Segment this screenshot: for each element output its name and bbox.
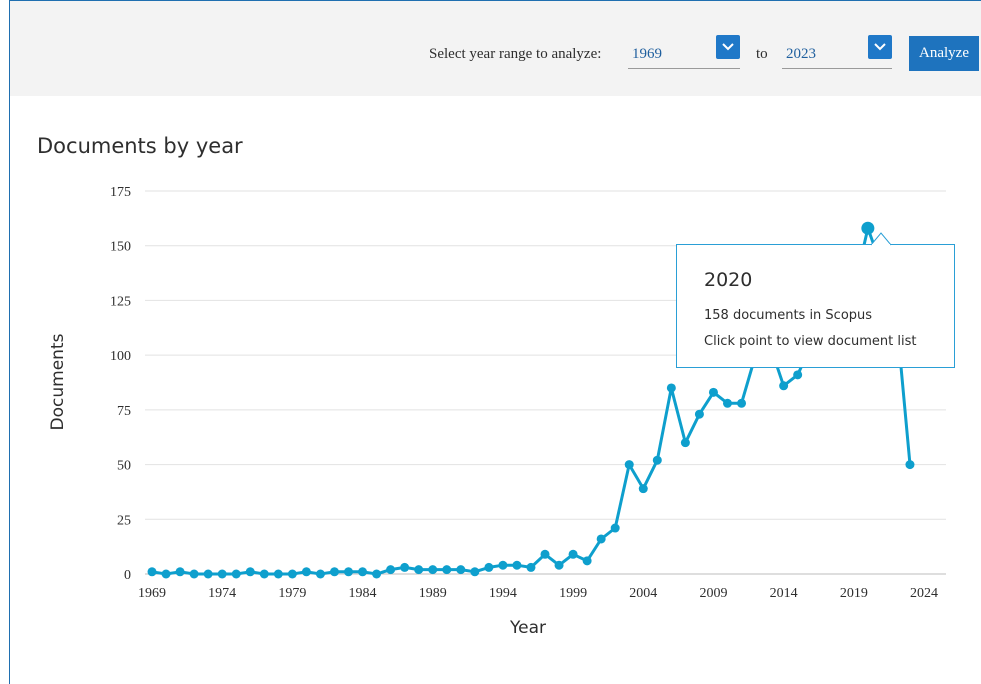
chart-tooltip: 2020 158 documents in Scopus Click point… [676,244,955,368]
data-point [540,549,550,559]
data-point [512,560,522,570]
x-tick-label: 2014 [770,586,798,601]
x-tick-label: 1969 [138,586,166,601]
data-point [779,381,789,391]
data-point [905,460,915,470]
y-tick-label: 25 [117,513,131,528]
data-point [638,484,648,494]
data-point [680,438,690,448]
y-tick-label: 125 [110,294,131,309]
from-year-select[interactable]: 1969 [628,35,740,69]
data-point [259,569,269,579]
year-range-label: Select year range to analyze: [429,46,602,62]
data-point [344,567,354,577]
chevron-down-icon[interactable] [716,35,740,59]
from-year-value: 1969 [632,46,662,62]
x-tick-label: 2019 [840,586,868,601]
to-year-select[interactable]: 2023 [782,35,892,69]
data-point [470,567,480,577]
data-point [372,569,382,579]
tooltip-year: 2020 [704,269,753,291]
data-point [694,409,704,419]
y-tick-label: 175 [110,185,131,200]
data-point [358,567,368,577]
panel-frame [9,0,981,684]
x-axis-title: Year [509,618,546,638]
y-tick-label: 0 [124,568,131,583]
x-tick-label: 2009 [699,586,727,601]
x-tick-label: 1994 [489,586,517,601]
data-point [456,565,466,575]
data-point [568,549,578,559]
data-point [386,565,396,575]
year-range-toolbar [10,1,981,96]
data-point [189,569,199,579]
data-point [175,567,185,577]
data-point [147,567,157,577]
data-point [329,567,339,577]
highlighted-data-point [861,221,875,235]
data-point [203,569,213,579]
data-point [231,569,241,579]
analyze-button[interactable]: Analyze [909,36,979,71]
chart-title: Documents by year [37,134,243,158]
data-point [273,569,283,579]
data-point [582,556,592,566]
data-point [217,569,227,579]
data-point [652,455,662,465]
x-tick-label: 2004 [629,586,657,601]
x-tick-label: 1984 [349,586,377,601]
data-point [624,460,634,470]
data-point [498,560,508,570]
data-point [301,567,311,577]
to-label: to [756,46,768,62]
data-point [414,565,424,575]
y-tick-label: 75 [117,404,131,419]
data-point [245,567,255,577]
y-axis-title: Documents [48,333,68,430]
data-point [442,565,452,575]
x-tick-label: 2024 [910,586,938,601]
chevron-down-icon[interactable] [868,35,892,59]
x-tick-label: 1979 [278,586,306,601]
y-tick-label: 50 [117,459,131,474]
data-point [315,569,325,579]
y-tick-label: 100 [110,349,131,364]
data-point [596,534,606,544]
data-point [666,383,676,393]
tooltip-hint: Click point to view document list [704,334,917,349]
data-point [610,523,620,533]
data-point [554,560,564,570]
data-point [161,569,171,579]
y-tick-label: 150 [110,240,131,255]
data-point [400,562,410,572]
data-point [722,398,732,408]
x-tick-label: 1999 [559,586,587,601]
data-point [737,398,747,408]
data-point [428,565,438,575]
x-tick-label: 1989 [419,586,447,601]
data-point [287,569,297,579]
to-year-value: 2023 [786,46,816,62]
tooltip-count: 158 documents in Scopus [704,308,873,323]
x-tick-label: 1974 [208,586,236,601]
data-point [484,562,494,572]
data-point [526,562,536,572]
data-point [793,370,803,380]
data-point [708,387,718,397]
